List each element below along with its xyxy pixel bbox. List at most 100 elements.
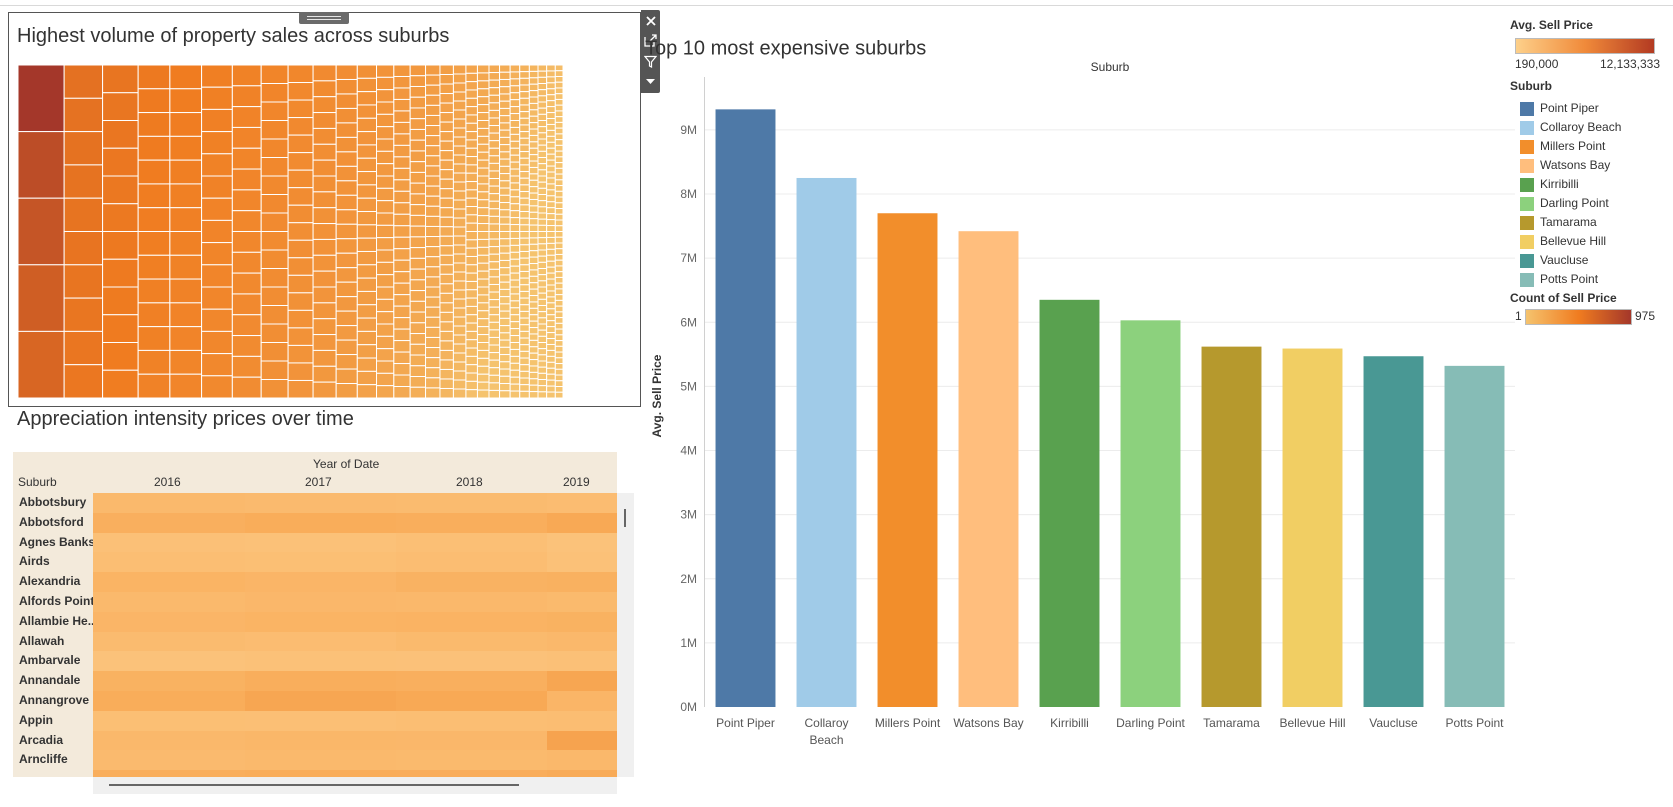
heatmap-cell[interactable] bbox=[396, 691, 547, 711]
treemap-cell[interactable] bbox=[528, 83, 539, 92]
treemap-cell[interactable] bbox=[537, 286, 548, 294]
treemap-cell[interactable] bbox=[537, 138, 548, 146]
treemap-cell[interactable] bbox=[528, 314, 539, 322]
treemap-cell[interactable] bbox=[554, 185, 563, 192]
treemap-cell[interactable] bbox=[488, 65, 501, 74]
treemap-cell[interactable] bbox=[137, 302, 171, 328]
treemap-cell[interactable] bbox=[18, 65, 65, 133]
treemap-cell[interactable] bbox=[376, 298, 395, 313]
bar-tamarama[interactable] bbox=[1201, 346, 1262, 707]
treemap-cell[interactable] bbox=[376, 138, 395, 152]
treemap-cell[interactable] bbox=[554, 81, 563, 89]
heatmap-cell[interactable] bbox=[245, 730, 396, 751]
treemap-cell[interactable] bbox=[488, 268, 501, 278]
treemap-cell[interactable] bbox=[519, 350, 530, 359]
vertical-scrollbar-thumb[interactable] bbox=[624, 509, 626, 527]
treemap-cell[interactable] bbox=[356, 197, 378, 213]
treemap-cell[interactable] bbox=[465, 222, 478, 233]
treemap-cell[interactable] bbox=[509, 161, 521, 170]
treemap-cell[interactable] bbox=[260, 323, 289, 343]
treemap-cell[interactable] bbox=[509, 106, 521, 115]
treemap-cell[interactable] bbox=[537, 70, 548, 78]
treemap-cell[interactable] bbox=[376, 65, 395, 78]
treemap-cell[interactable] bbox=[393, 282, 411, 296]
treemap-cell[interactable] bbox=[488, 283, 501, 293]
treemap-cell[interactable] bbox=[528, 269, 539, 277]
treemap-cell[interactable] bbox=[519, 257, 530, 266]
treemap-cell[interactable] bbox=[409, 193, 427, 206]
treemap-cell[interactable] bbox=[425, 347, 441, 359]
treemap-cell[interactable] bbox=[546, 195, 556, 203]
treemap-cell[interactable] bbox=[546, 260, 556, 268]
treemap-cell[interactable] bbox=[312, 286, 337, 304]
treemap-cell[interactable] bbox=[393, 75, 411, 89]
treemap-cell[interactable] bbox=[519, 111, 530, 119]
heatmap-cell[interactable] bbox=[245, 592, 396, 612]
treemap-cell[interactable] bbox=[509, 258, 521, 267]
treemap-cell[interactable] bbox=[488, 336, 501, 346]
treemap-cell[interactable] bbox=[528, 295, 539, 303]
treemap-cell[interactable] bbox=[546, 272, 556, 280]
treemap-cell[interactable] bbox=[537, 187, 548, 196]
treemap-cell[interactable] bbox=[465, 189, 478, 199]
treemap-cell[interactable] bbox=[409, 171, 427, 184]
treemap-cell[interactable] bbox=[537, 89, 548, 97]
treemap-cell[interactable] bbox=[519, 184, 530, 193]
treemap-cell[interactable] bbox=[554, 208, 563, 215]
treemap-cell[interactable] bbox=[376, 150, 395, 165]
heatmap-cell[interactable] bbox=[547, 532, 617, 553]
treemap-cell[interactable] bbox=[312, 302, 337, 320]
treemap-cell[interactable] bbox=[509, 286, 521, 295]
treemap-cell[interactable] bbox=[409, 107, 427, 120]
heatmap-cell[interactable] bbox=[547, 750, 617, 771]
heatmap-cell[interactable] bbox=[396, 512, 547, 533]
treemap-cell[interactable] bbox=[499, 368, 511, 377]
treemap-cell[interactable] bbox=[465, 330, 478, 341]
treemap-cell[interactable] bbox=[528, 115, 539, 124]
treemap-cell[interactable] bbox=[376, 360, 395, 374]
treemap-cell[interactable] bbox=[201, 131, 233, 155]
treemap-cell[interactable] bbox=[452, 127, 467, 138]
treemap-cell[interactable] bbox=[554, 87, 563, 95]
treemap-cell[interactable] bbox=[231, 210, 262, 232]
heatmap-cell[interactable] bbox=[93, 750, 245, 771]
treemap-cell[interactable] bbox=[509, 265, 521, 274]
treemap-cell[interactable] bbox=[488, 87, 501, 96]
treemap-cell[interactable] bbox=[476, 80, 490, 90]
treemap-cell[interactable] bbox=[499, 187, 511, 196]
treemap-cell[interactable] bbox=[287, 82, 314, 101]
treemap-cell[interactable] bbox=[409, 214, 427, 227]
treemap-cell[interactable] bbox=[546, 123, 556, 131]
treemap-cell[interactable] bbox=[439, 378, 454, 389]
heatmap-cell[interactable] bbox=[396, 631, 547, 652]
treemap-cell[interactable] bbox=[312, 238, 337, 256]
treemap-cell[interactable] bbox=[409, 343, 427, 356]
treemap-cell[interactable] bbox=[287, 204, 314, 224]
treemap-cell[interactable] bbox=[425, 94, 441, 106]
treemap-cell[interactable] bbox=[488, 321, 501, 331]
treemap-cell[interactable] bbox=[554, 139, 563, 146]
treemap-cell[interactable] bbox=[137, 231, 171, 256]
treemap-cell[interactable] bbox=[537, 243, 548, 251]
treemap-cell[interactable] bbox=[537, 379, 548, 387]
treemap-cell[interactable] bbox=[201, 375, 233, 398]
treemap-cell[interactable] bbox=[488, 291, 501, 301]
treemap-cell[interactable] bbox=[554, 104, 563, 112]
treemap-cell[interactable] bbox=[476, 262, 490, 272]
treemap-cell[interactable] bbox=[509, 335, 521, 343]
treemap-cell[interactable] bbox=[546, 106, 556, 114]
treemap-cell[interactable] bbox=[393, 340, 411, 353]
bar-vaucluse[interactable] bbox=[1363, 356, 1424, 707]
treemap-cell[interactable] bbox=[537, 200, 548, 208]
treemap-cell[interactable] bbox=[476, 135, 490, 145]
treemap-cell[interactable] bbox=[554, 259, 563, 267]
treemap-cell[interactable] bbox=[488, 109, 501, 119]
treemap-cell[interactable] bbox=[509, 120, 521, 128]
treemap-cell[interactable] bbox=[499, 346, 511, 356]
treemap-cell[interactable] bbox=[356, 370, 378, 386]
treemap-cell[interactable] bbox=[509, 231, 521, 239]
horizontal-scrollbar-thumb[interactable] bbox=[109, 784, 519, 786]
treemap-cell[interactable] bbox=[409, 279, 427, 292]
treemap-cell[interactable] bbox=[546, 70, 556, 78]
heatmap-cell[interactable] bbox=[245, 611, 396, 632]
